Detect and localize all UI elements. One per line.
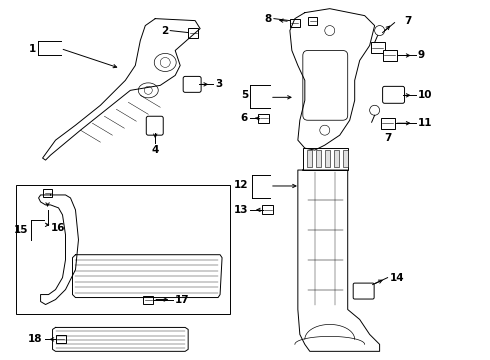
- Text: 5: 5: [241, 90, 248, 100]
- Bar: [381, 118, 394, 129]
- Bar: [258, 114, 270, 123]
- Bar: [263, 206, 273, 214]
- Bar: [383, 50, 396, 61]
- Bar: [325, 150, 330, 167]
- Bar: [143, 296, 153, 303]
- Bar: [303, 148, 348, 170]
- Text: 11: 11: [417, 118, 432, 128]
- FancyBboxPatch shape: [353, 283, 374, 299]
- Text: 13: 13: [234, 205, 248, 215]
- Bar: [43, 189, 52, 197]
- Text: 7: 7: [405, 15, 412, 26]
- Text: 1: 1: [28, 44, 36, 54]
- Bar: [16, 185, 230, 315]
- Text: 7: 7: [385, 133, 392, 143]
- FancyBboxPatch shape: [383, 86, 405, 103]
- Bar: [334, 150, 339, 167]
- Text: 16: 16: [50, 223, 65, 233]
- Text: 10: 10: [417, 90, 432, 100]
- Bar: [188, 28, 198, 37]
- Bar: [307, 150, 312, 167]
- Text: 14: 14: [390, 273, 404, 283]
- Text: 9: 9: [417, 50, 425, 60]
- Text: 4: 4: [151, 145, 159, 155]
- Text: 2: 2: [161, 26, 168, 36]
- Bar: [55, 336, 66, 343]
- Bar: [308, 17, 318, 24]
- Text: 6: 6: [241, 113, 248, 123]
- Text: 3: 3: [215, 79, 222, 89]
- FancyBboxPatch shape: [147, 116, 163, 135]
- Bar: [290, 19, 300, 27]
- Text: 15: 15: [14, 225, 28, 235]
- Text: 17: 17: [175, 294, 190, 305]
- Bar: [343, 150, 348, 167]
- Text: 12: 12: [234, 180, 248, 190]
- FancyBboxPatch shape: [183, 76, 201, 92]
- Text: 8: 8: [265, 14, 272, 24]
- Bar: [370, 42, 385, 53]
- Bar: [316, 150, 321, 167]
- Text: 18: 18: [28, 334, 43, 345]
